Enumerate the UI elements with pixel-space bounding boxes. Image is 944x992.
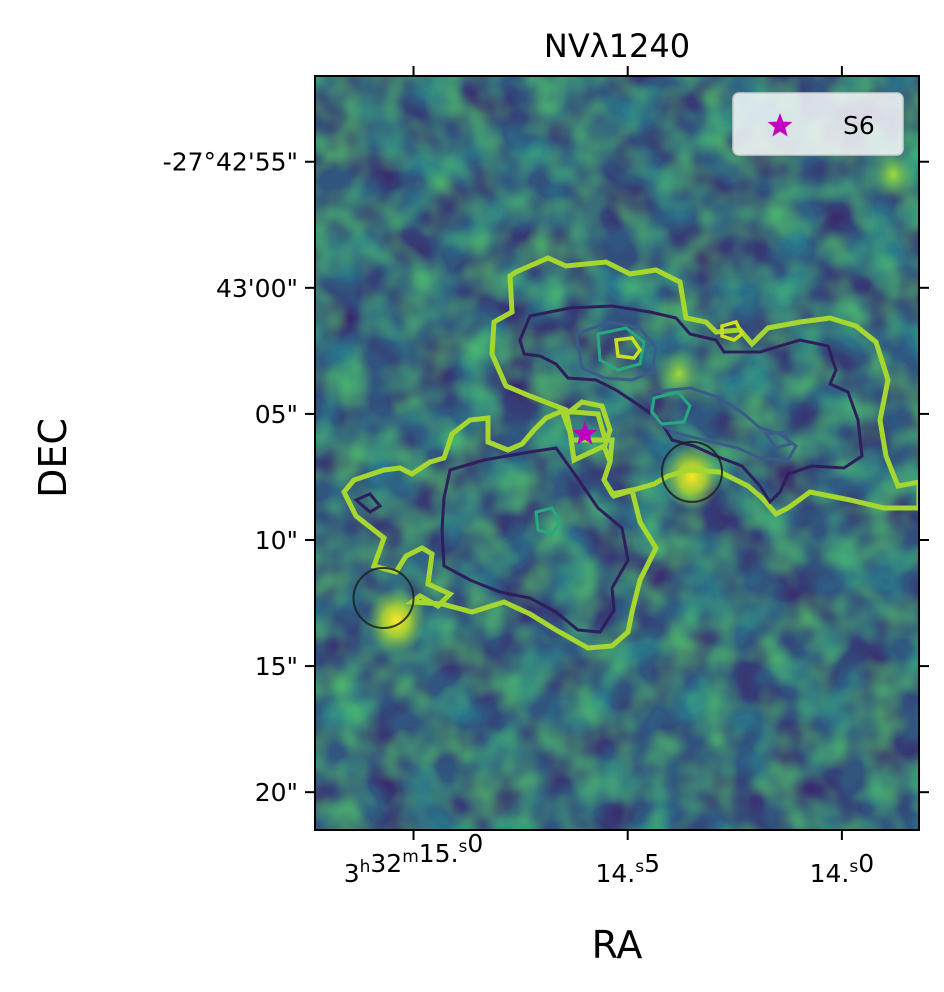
circle-marker-1	[660, 440, 723, 503]
contour-small-1	[353, 492, 383, 514]
contour-dark	[518, 304, 864, 505]
x-axis-label: RA	[592, 923, 643, 967]
contour-peak-1	[614, 336, 643, 360]
contour-inner-2	[650, 390, 692, 426]
contour-small-2	[763, 430, 793, 450]
contours	[341, 255, 919, 651]
contour-inner-1	[596, 326, 646, 372]
x-axis-ticks: 3h32m15.s0 14.s5 14.s0	[344, 66, 874, 888]
bright-spot-2	[655, 347, 704, 400]
y-tick-label-2: 05"	[255, 400, 298, 429]
y-tick-label-5: 20"	[255, 778, 298, 807]
contour-peak-2	[720, 319, 745, 342]
legend-box	[732, 92, 904, 156]
y-tick-label-4: 15"	[255, 652, 298, 681]
y-tick-label-1: 43'00"	[216, 274, 298, 303]
legend-label-s6: S6	[843, 111, 875, 140]
chart-title: NVλ1240	[544, 27, 690, 65]
y-axis-ticks: -27°42'55" 43'00" 05" 10" 15" 20"	[163, 148, 929, 807]
x-tick-label-1: 14.s5	[595, 849, 660, 888]
y-tick-label-3: 10"	[255, 526, 298, 555]
y-tick-label-0: -27°42'55"	[163, 148, 298, 177]
bright-spot-1	[661, 443, 722, 510]
x-tick-label-0: 3h32m15.s0	[344, 829, 484, 888]
y-axis-label: DEC	[31, 418, 75, 498]
contour-mid-1	[574, 320, 658, 382]
legend-star-marker	[767, 113, 793, 137]
x-tick-label-2: 14.s0	[810, 849, 875, 888]
markers	[352, 421, 723, 629]
circle-marker-2	[352, 567, 415, 629]
legend: S6	[732, 92, 904, 156]
star-marker-s6	[572, 421, 598, 445]
plot-frame	[314, 75, 920, 831]
contour-outer	[341, 255, 919, 651]
bright-spot-3	[869, 147, 918, 201]
contour-inner-3	[534, 506, 562, 536]
contour-mid-2	[648, 386, 798, 462]
contour-dark-lower	[440, 446, 630, 634]
heatmap-image	[315, 76, 919, 830]
